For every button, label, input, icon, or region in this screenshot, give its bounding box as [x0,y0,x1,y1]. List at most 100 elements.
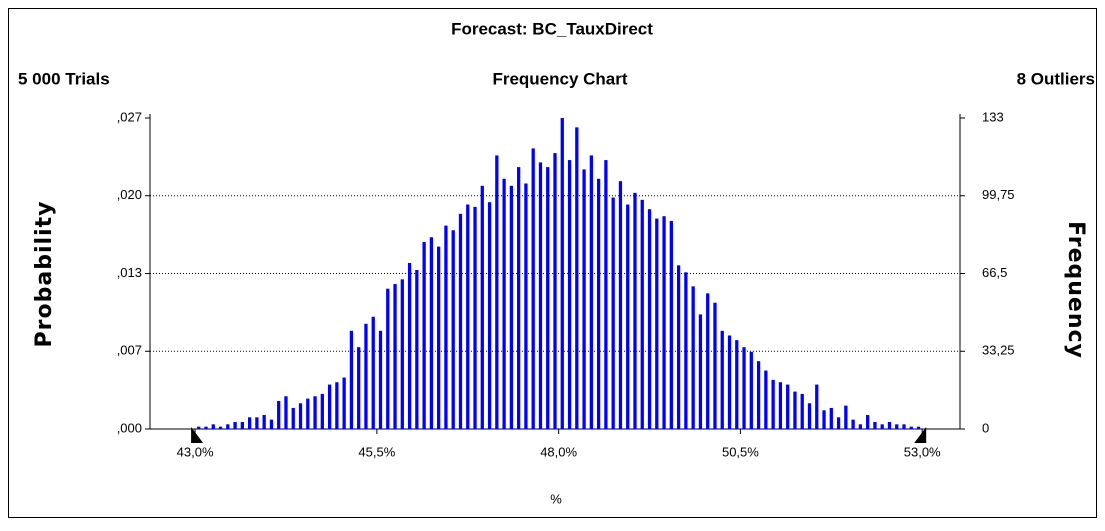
x-tick-label: 53,0% [904,444,941,459]
bar [778,382,783,429]
bar [866,414,870,429]
bar [858,424,863,429]
bar [822,410,826,429]
bar [197,426,201,429]
left-grabber [191,427,204,443]
bar [909,426,913,429]
bar [793,391,797,429]
bar [582,169,586,429]
bar [255,417,259,429]
bar [422,241,426,429]
bar [647,209,652,429]
trials-label: 5 000 Trials [18,69,110,88]
y-tick-label: ,007 [117,343,142,358]
bar [655,218,659,429]
bar [662,216,666,429]
y-axis-label: Probability [32,201,57,348]
bar [473,206,477,429]
bar [800,393,804,429]
bar [618,181,623,429]
bar [829,407,833,429]
bar [218,426,223,429]
bar [706,293,710,429]
bar [371,316,375,429]
bar [575,127,579,429]
bar [633,192,637,429]
right-grabber [914,427,927,443]
bar [458,213,463,429]
bar [298,403,303,429]
bar [553,153,557,429]
bar [887,421,892,429]
bar [415,269,419,429]
bar [487,202,492,429]
bar [538,162,543,429]
bar [393,284,397,429]
bar [502,178,506,429]
outliers-label: 8 Outliers [1017,69,1095,88]
bar [211,424,215,429]
bar [749,351,753,429]
bar [640,199,644,429]
bar [277,400,281,429]
x-tick-label: 45,5% [358,444,395,459]
y2-axis-label: Frequency [1063,221,1088,359]
chart-title: Forecast: BC_TauxDirect [451,19,653,38]
bar [691,286,695,429]
bar [378,330,383,429]
bar [676,265,681,429]
bar [531,148,535,429]
bar [269,419,274,429]
x-tick-label: 50,5% [722,444,759,459]
bar [357,347,361,429]
bar [916,426,921,429]
bar [495,155,499,430]
bar [895,424,899,429]
bar [626,204,630,429]
y2-tick-label: 99,75 [982,187,1015,202]
bar [349,330,354,429]
y2-tick-label: 66,5 [982,265,1007,280]
bar [764,370,768,429]
bar [836,417,841,429]
bar [517,167,521,429]
y-tick-label: ,027 [117,109,142,124]
bar [727,335,732,429]
bar [698,314,703,429]
bar [320,393,324,429]
bar [771,379,775,429]
bar [386,288,390,429]
bar [306,398,310,429]
bar [669,220,673,429]
y-tick-label: ,013 [117,265,142,280]
bar [327,384,332,429]
bar [444,225,448,429]
bar [451,230,455,429]
bar [364,323,368,429]
bar [335,382,339,429]
bar [407,262,412,429]
bar [240,421,244,429]
bar [560,118,564,429]
bar [284,396,288,429]
bar [873,421,877,429]
bar [902,424,906,429]
bar [342,377,346,429]
bar [509,185,514,429]
bar [604,160,608,430]
bar [480,185,484,429]
bar [735,340,739,429]
bar [851,419,855,429]
y-tick-label: ,000 [117,420,142,435]
bar [742,347,746,429]
bar [524,183,528,429]
bar [429,237,434,429]
bar [589,155,593,430]
bar [437,246,441,429]
bar [807,403,812,429]
bar [880,424,884,429]
x-axis-label: % [550,491,562,506]
bar [720,330,724,429]
bar [226,424,230,429]
